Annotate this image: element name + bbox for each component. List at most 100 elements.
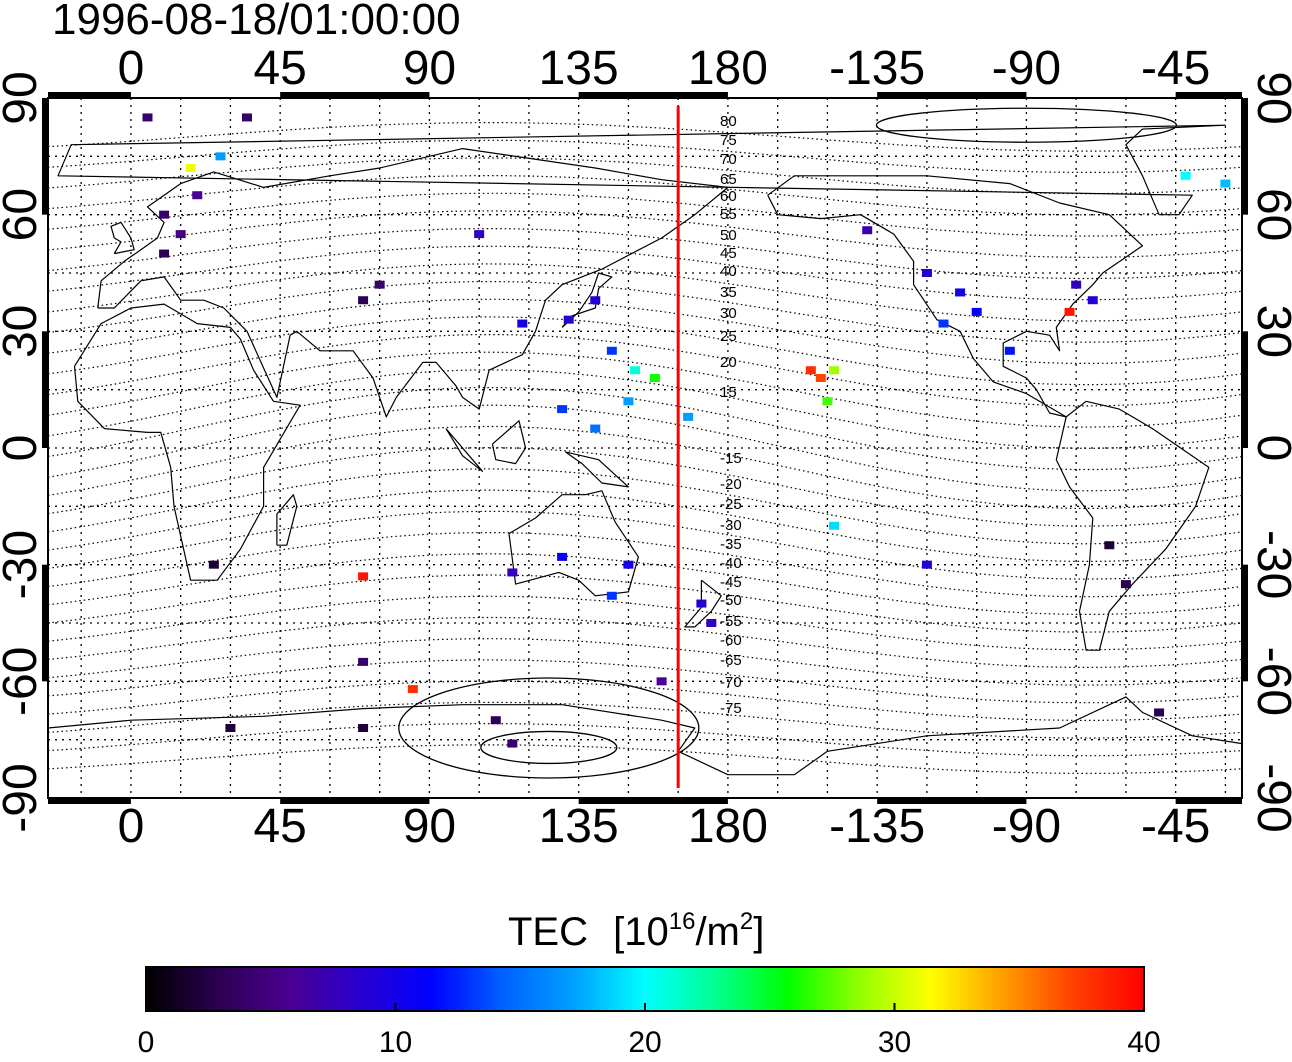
tec-point xyxy=(242,113,252,122)
south-pole-contour-inner xyxy=(480,730,618,765)
latitude-label-right: -30 xyxy=(1247,530,1292,599)
coastline xyxy=(565,451,629,488)
contour-label: 40 xyxy=(720,263,737,280)
tec-point xyxy=(696,599,707,608)
colorbar-unit-mid: /m xyxy=(695,910,739,954)
contour-label: -75 xyxy=(720,700,742,717)
coastline xyxy=(561,272,613,328)
latitude-label-right: 90 xyxy=(1247,71,1292,124)
latitude-label-left: -30 xyxy=(0,530,47,599)
tec-point xyxy=(1180,171,1191,180)
map-area xyxy=(48,98,1242,798)
tec-point xyxy=(358,572,369,581)
contour-label: -30 xyxy=(720,517,742,534)
tec-point xyxy=(358,296,369,305)
tec-point xyxy=(159,210,170,219)
longitude-label-top: 135 xyxy=(539,42,619,95)
tec-point xyxy=(623,560,634,569)
longitude-label-top: 45 xyxy=(253,42,306,95)
tec-point xyxy=(374,280,385,289)
coastline xyxy=(73,303,301,581)
longitude-label-bottom: 135 xyxy=(539,800,619,853)
colorbar-unit-exponent-2: 2 xyxy=(740,908,753,935)
tec-point xyxy=(921,269,932,277)
frame-bar-right xyxy=(1242,98,1248,215)
coastline xyxy=(767,175,1144,418)
colorbar-tick-label: 20 xyxy=(628,1026,661,1057)
tec-point xyxy=(1071,280,1082,289)
contour-line xyxy=(48,489,1242,562)
contour-line xyxy=(48,316,1242,386)
frame-bar-bottom xyxy=(280,798,430,804)
tec-point xyxy=(358,724,369,732)
frame-bar-top xyxy=(1175,92,1242,98)
map-grid xyxy=(48,98,1242,798)
map-frame-bars xyxy=(42,92,1248,804)
tec-point xyxy=(1120,580,1131,589)
contour-label: 55 xyxy=(720,206,737,223)
contour-label: 80 xyxy=(720,113,737,130)
tec-point xyxy=(706,619,717,627)
contour-label: -20 xyxy=(720,476,742,493)
tec-point xyxy=(1064,307,1075,316)
coastline xyxy=(491,420,527,465)
colorbar-tick-label: 40 xyxy=(1127,1026,1160,1057)
contour-line xyxy=(48,659,1242,704)
latitude-label-right: 30 xyxy=(1247,305,1292,358)
tec-point xyxy=(225,724,236,732)
tec-point xyxy=(175,230,186,239)
tec-point xyxy=(683,412,694,421)
colorbar-unit-exponent: 16 xyxy=(669,908,696,935)
contour-label: -15 xyxy=(720,450,742,467)
contour-label: 60 xyxy=(720,188,737,205)
colorbar-unit-prefix: [10 xyxy=(613,910,669,954)
tec-point xyxy=(955,288,966,297)
tec-point xyxy=(971,307,982,316)
frame-bar-top xyxy=(48,92,131,98)
tec-point xyxy=(563,315,574,324)
contour-label: 65 xyxy=(720,171,737,188)
coastlines xyxy=(48,124,1242,776)
contour-line xyxy=(48,387,1242,471)
tec-point xyxy=(1154,708,1165,717)
contour-line xyxy=(48,404,1242,492)
left-latitude-labels: 90 60 30 0 -30 -60 -90 xyxy=(0,71,47,832)
tec-point xyxy=(490,716,501,725)
frame-bar-top xyxy=(877,92,1027,98)
tec-point xyxy=(649,374,660,382)
tec-point xyxy=(557,552,568,561)
contour-label: -25 xyxy=(720,496,742,513)
contour-line xyxy=(48,210,1242,258)
contour-label: 20 xyxy=(720,354,737,371)
longitude-label-top: 90 xyxy=(403,42,456,95)
tec-point xyxy=(805,366,816,375)
tec-point xyxy=(474,230,485,239)
bottom-longitude-labels: 0 45 90 135 180 -135 -90 -45 xyxy=(118,800,1211,853)
longitude-label-bottom: -135 xyxy=(829,800,925,853)
tec-point xyxy=(829,366,840,375)
colorbar-title: TEC [1016/m2] xyxy=(508,908,764,954)
contour-line xyxy=(48,228,1242,280)
contour-line xyxy=(48,744,1242,774)
longitude-label-top: 180 xyxy=(688,42,768,95)
contour-line xyxy=(48,369,1242,449)
latitude-label-left: 60 xyxy=(0,188,47,241)
tec-point xyxy=(215,152,226,161)
contour-label: 45 xyxy=(720,245,737,262)
tec-point xyxy=(1104,541,1115,550)
coastline xyxy=(48,696,1242,776)
tec-point xyxy=(829,521,840,530)
tec-point xyxy=(358,657,369,666)
longitude-label-bottom: 45 xyxy=(253,800,306,853)
frame-bar-top xyxy=(280,92,430,98)
contour-line xyxy=(48,447,1242,527)
north-pole-contour xyxy=(875,107,1178,143)
contour-label: 50 xyxy=(720,227,737,244)
latitude-label-left: 30 xyxy=(0,305,47,358)
tec-point xyxy=(142,113,153,122)
tec-point xyxy=(606,346,617,355)
longitude-label-bottom: 90 xyxy=(403,800,456,853)
tec-point xyxy=(590,424,601,433)
contour-line xyxy=(48,680,1242,721)
